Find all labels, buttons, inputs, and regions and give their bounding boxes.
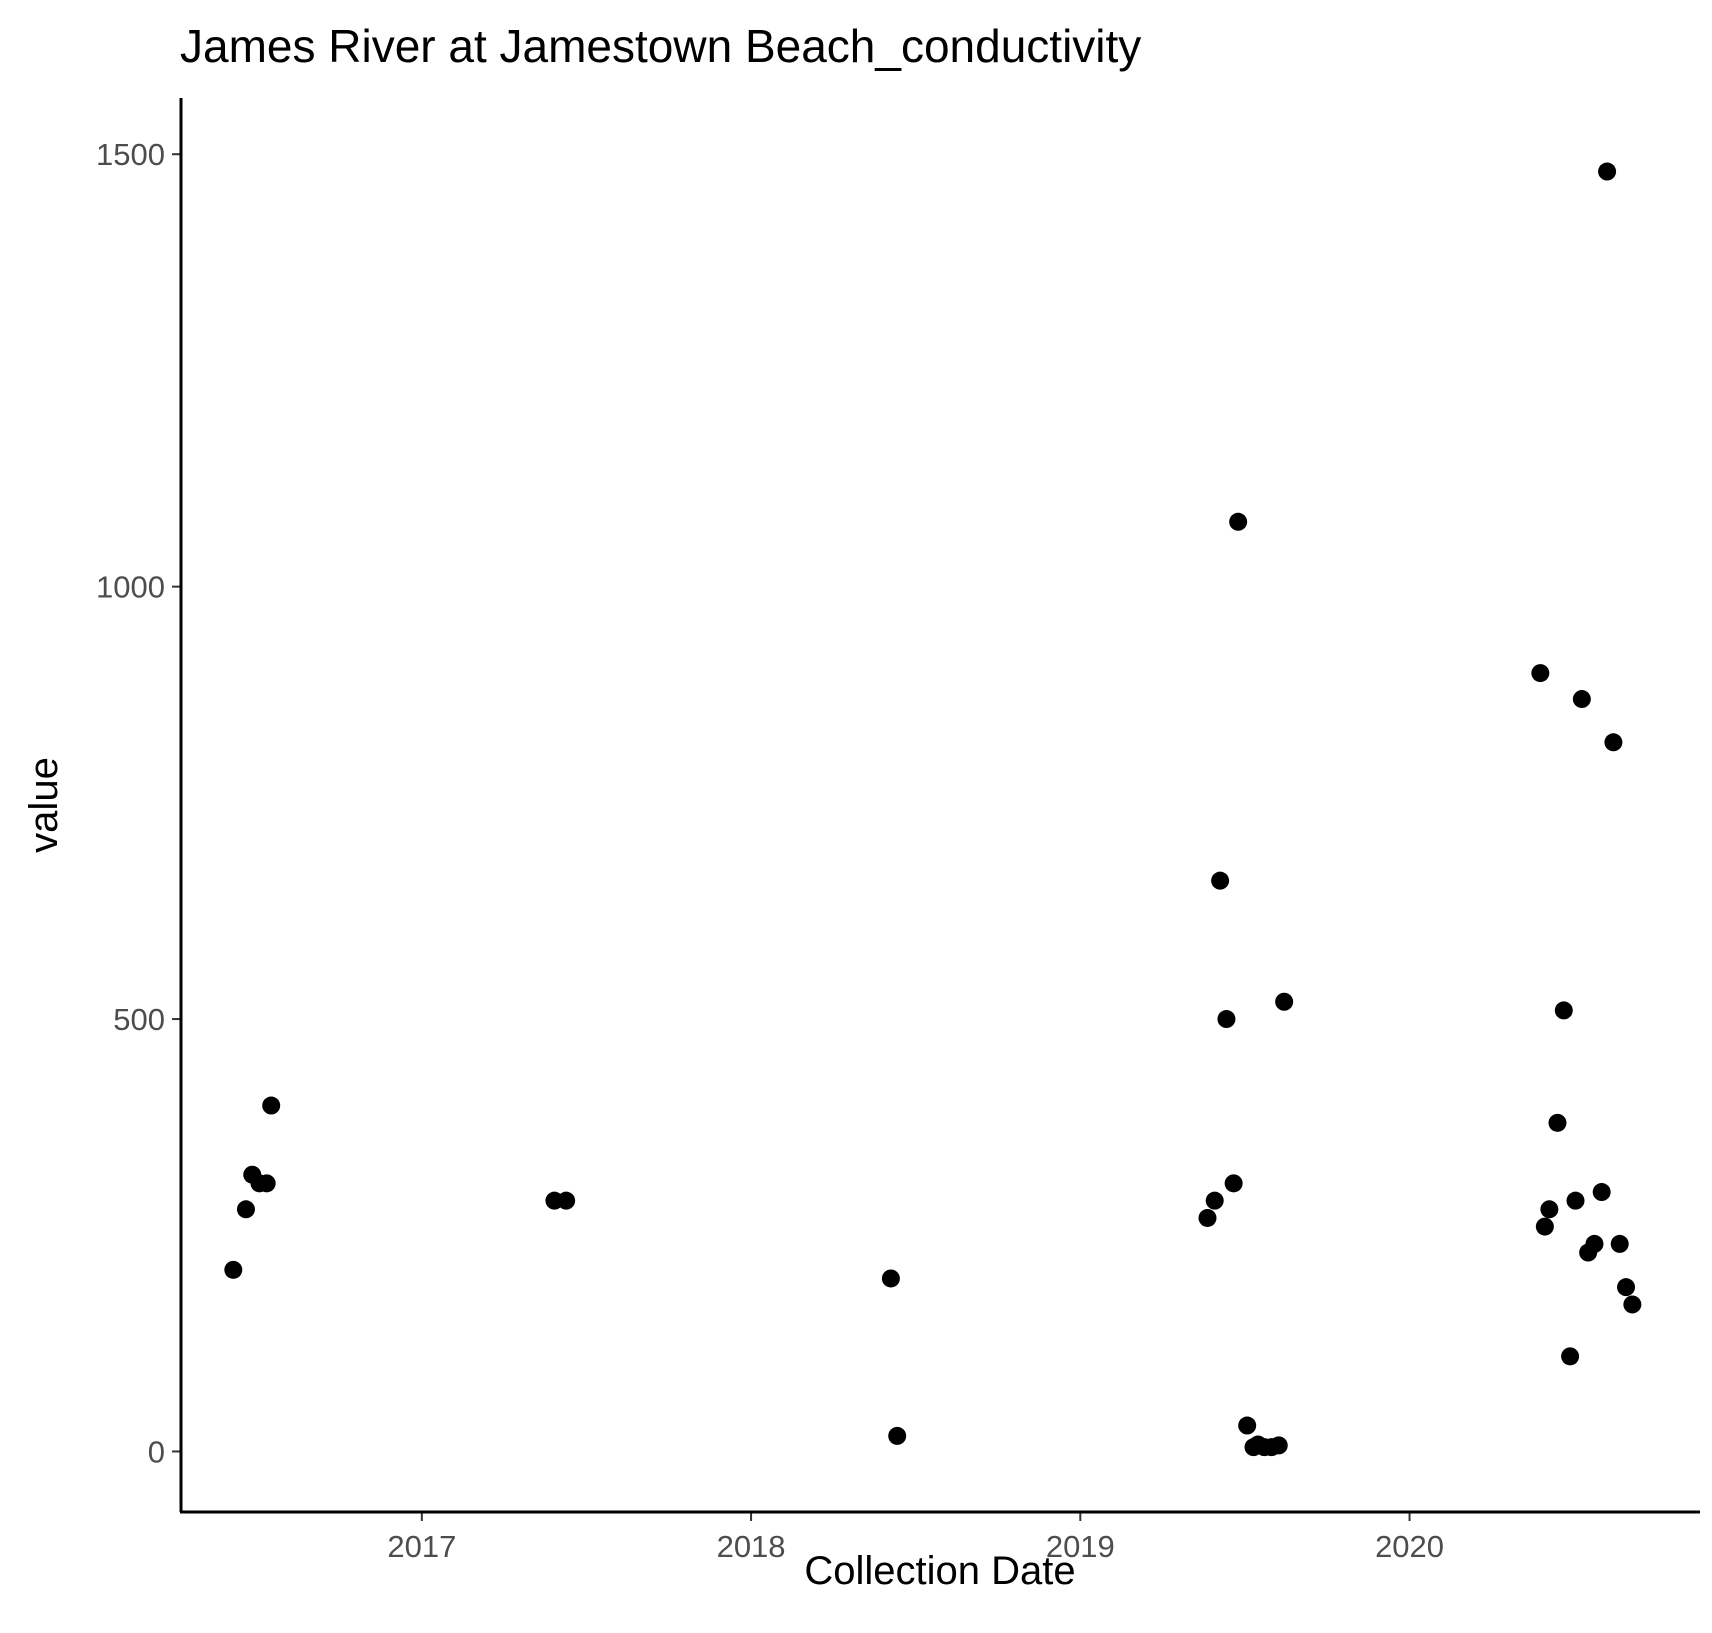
x-tick-label: 2017 bbox=[387, 1529, 456, 1564]
y-axis-title: value bbox=[22, 757, 66, 853]
data-point bbox=[888, 1426, 907, 1445]
data-point bbox=[1269, 1436, 1288, 1455]
x-axis-ticks: 2017 2018 2019 2020 bbox=[387, 1512, 1444, 1564]
data-point bbox=[1205, 1191, 1224, 1210]
data-point bbox=[1572, 690, 1591, 709]
y-tick-label: 0 bbox=[148, 1434, 165, 1469]
data-point bbox=[1623, 1295, 1642, 1314]
y-tick-label: 500 bbox=[113, 1002, 165, 1037]
data-point bbox=[1211, 871, 1230, 890]
data-point bbox=[1217, 1010, 1236, 1029]
x-tick-label: 2019 bbox=[1046, 1529, 1115, 1564]
data-point bbox=[224, 1260, 243, 1279]
data-point bbox=[1604, 733, 1623, 752]
data-point bbox=[1617, 1278, 1636, 1297]
x-tick-label: 2018 bbox=[717, 1529, 786, 1564]
data-point bbox=[1540, 1200, 1559, 1219]
data-point bbox=[1566, 1191, 1585, 1210]
data-point bbox=[257, 1174, 276, 1193]
data-point bbox=[1229, 512, 1248, 531]
y-tick-label: 1500 bbox=[96, 137, 165, 172]
data-point bbox=[1610, 1234, 1629, 1253]
data-point bbox=[1224, 1174, 1243, 1193]
data-points bbox=[224, 162, 1642, 1457]
data-point bbox=[1198, 1208, 1217, 1227]
data-point bbox=[1554, 1001, 1573, 1020]
data-point bbox=[1548, 1113, 1567, 1132]
data-point bbox=[1535, 1217, 1554, 1236]
x-axis-title: Collection Date bbox=[804, 1549, 1075, 1593]
data-point bbox=[236, 1200, 255, 1219]
data-point bbox=[1275, 992, 1294, 1011]
data-point bbox=[1238, 1416, 1257, 1435]
data-point bbox=[262, 1096, 281, 1115]
y-axis-ticks: 0 500 1000 1500 bbox=[96, 137, 181, 1469]
y-tick-label: 1000 bbox=[96, 570, 165, 605]
x-tick-label: 2020 bbox=[1375, 1529, 1444, 1564]
data-point bbox=[557, 1191, 576, 1210]
chart-title: James River at Jamestown Beach_conductiv… bbox=[180, 20, 1141, 72]
data-point bbox=[1531, 664, 1550, 683]
data-point bbox=[1592, 1183, 1611, 1202]
data-point bbox=[881, 1269, 900, 1288]
data-point bbox=[1561, 1347, 1580, 1366]
data-point bbox=[1585, 1234, 1604, 1253]
data-point bbox=[1598, 162, 1617, 181]
